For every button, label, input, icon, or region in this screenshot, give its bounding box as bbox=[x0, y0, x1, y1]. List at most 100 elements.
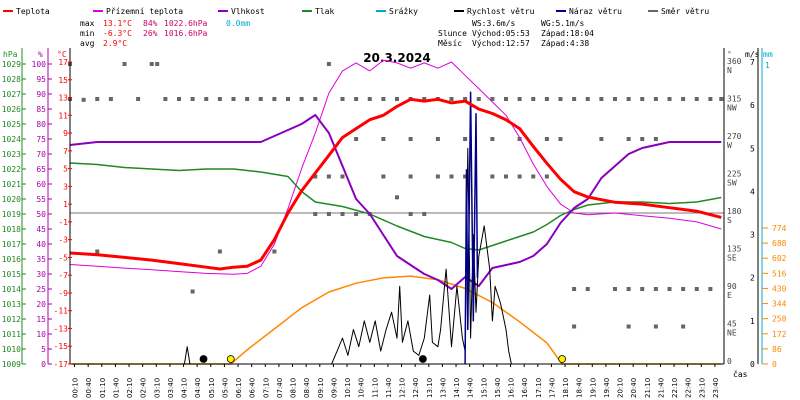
wind-direction-dot bbox=[640, 137, 645, 141]
time-tick: 10:40 bbox=[358, 378, 366, 398]
c-tick: 13 bbox=[58, 94, 68, 103]
stat-press-max: 1022.6hPa bbox=[164, 19, 208, 28]
wind-direction-dot bbox=[667, 97, 672, 101]
time-tick: 10:10 bbox=[344, 378, 352, 398]
wind-direction-dot bbox=[585, 97, 590, 101]
wind-direction-dot bbox=[354, 212, 359, 216]
time-tick: 14:40 bbox=[467, 378, 475, 398]
hpa-tick: 1024 bbox=[2, 135, 21, 144]
wind-direction-dot bbox=[626, 137, 631, 141]
dir-tick-letter: W bbox=[727, 141, 732, 150]
wind-direction-dot bbox=[381, 97, 386, 101]
time-tick: 03:10 bbox=[153, 378, 161, 398]
time-tick: 15:10 bbox=[480, 378, 488, 398]
wind-direction-dot bbox=[190, 97, 195, 101]
ms-tick: 6 bbox=[750, 101, 755, 110]
time-tick: 20:10 bbox=[617, 378, 625, 398]
wind-direction-dot bbox=[667, 287, 672, 291]
pct-tick: 25 bbox=[36, 285, 46, 294]
pct-tick: 55 bbox=[36, 195, 46, 204]
wind-direction-dot bbox=[354, 137, 359, 141]
wind-direction-dot bbox=[490, 97, 495, 101]
time-tick: 16:40 bbox=[521, 378, 529, 398]
wind-direction-dot bbox=[517, 174, 522, 179]
time-tick: 06:40 bbox=[249, 378, 257, 398]
moon-rise: Východ:12:57 bbox=[472, 39, 530, 48]
wind-direction-dot bbox=[640, 97, 645, 101]
time-tick: 08:40 bbox=[303, 378, 311, 398]
rad-tick: 172 bbox=[772, 330, 787, 339]
wind-direction-dot bbox=[340, 212, 345, 216]
solar-radiation-line bbox=[70, 275, 722, 365]
wind-direction-dot bbox=[149, 62, 154, 66]
wind-speed-avg: WS:3.6m/s bbox=[472, 19, 516, 28]
hpa-tick: 1027 bbox=[2, 90, 21, 99]
wind-direction-dot bbox=[245, 97, 250, 101]
wind-direction-dot bbox=[708, 97, 713, 101]
wind-direction-dot bbox=[544, 137, 549, 141]
time-tick: 06:10 bbox=[235, 378, 243, 398]
time-tick: 23:10 bbox=[698, 378, 706, 398]
time-tick: 18:10 bbox=[562, 378, 570, 398]
wind-direction-dot bbox=[354, 97, 359, 101]
wind-direction-dot bbox=[299, 97, 304, 101]
stat-label: min bbox=[80, 29, 95, 38]
wind-direction-dot bbox=[177, 97, 181, 101]
axes: hPa% °C ° m/s mmčas1029102810271026102510241… bbox=[2, 48, 787, 398]
hpa-tick: 1026 bbox=[2, 105, 21, 114]
c-tick: 9 bbox=[63, 129, 68, 138]
wind-direction-dot bbox=[626, 324, 631, 329]
wind-direction-dot bbox=[531, 174, 536, 179]
legend-label: Vlhkost bbox=[231, 7, 265, 16]
pct-tick: 70 bbox=[36, 150, 46, 159]
wind-direction-dot bbox=[558, 97, 563, 101]
wind-direction-dot bbox=[381, 137, 386, 141]
wind-direction-dot bbox=[408, 137, 413, 141]
ms-tick: 4 bbox=[750, 187, 755, 196]
hpa-tick: 1029 bbox=[2, 60, 21, 69]
pct-tick: 100 bbox=[32, 60, 47, 69]
legend-label: Tlak bbox=[315, 7, 334, 16]
dir-tick-letter: S bbox=[727, 216, 732, 225]
moon-label: Měsíc bbox=[438, 39, 462, 48]
wind-direction-dot bbox=[340, 97, 345, 101]
wind-direction-dot bbox=[408, 212, 413, 216]
time-tick: 17:40 bbox=[548, 378, 556, 398]
time-tick: 19:10 bbox=[589, 378, 597, 398]
wind-direction-dot bbox=[463, 174, 468, 179]
wind-direction-dot bbox=[217, 249, 222, 254]
time-tick: 00:40 bbox=[85, 378, 93, 398]
wind-direction-dot bbox=[313, 174, 318, 179]
wind-direction-dot bbox=[422, 97, 427, 101]
time-tick: 15:40 bbox=[494, 378, 502, 398]
dir-tick: 315 bbox=[727, 95, 742, 104]
pct-tick: 0 bbox=[41, 360, 46, 369]
time-tick: 09:40 bbox=[330, 378, 338, 398]
time-tick: 20:40 bbox=[630, 378, 638, 398]
time-tick: 23:40 bbox=[712, 378, 720, 398]
c-unit: °C bbox=[57, 50, 67, 59]
wind-direction-dot bbox=[204, 97, 209, 101]
hpa-tick: 1010 bbox=[2, 345, 21, 354]
wind-direction-dot bbox=[504, 97, 508, 101]
wind-direction-dot bbox=[694, 287, 699, 291]
c-tick: -1 bbox=[58, 218, 68, 227]
ms-tick: 3 bbox=[750, 231, 755, 240]
mm-unit: mm bbox=[763, 50, 773, 59]
plot-area bbox=[68, 59, 724, 365]
wind-direction-dot bbox=[395, 195, 399, 200]
stat-label: avg bbox=[80, 39, 95, 48]
wind-direction-dot bbox=[544, 174, 549, 179]
rad-tick: 516 bbox=[772, 269, 787, 278]
time-tick: 05:40 bbox=[221, 378, 229, 398]
legend-label: Rychlost větru bbox=[467, 7, 535, 16]
wind-direction-dot bbox=[422, 212, 427, 216]
rad-tick: 86 bbox=[772, 345, 782, 354]
wind-direction-dot bbox=[653, 97, 658, 101]
dir-tick: 225 bbox=[727, 170, 742, 179]
ground-temperature-line bbox=[69, 59, 722, 275]
rad-tick: 688 bbox=[772, 239, 787, 248]
ms-unit: m/s bbox=[745, 50, 760, 59]
wind-direction-dot bbox=[326, 212, 331, 216]
